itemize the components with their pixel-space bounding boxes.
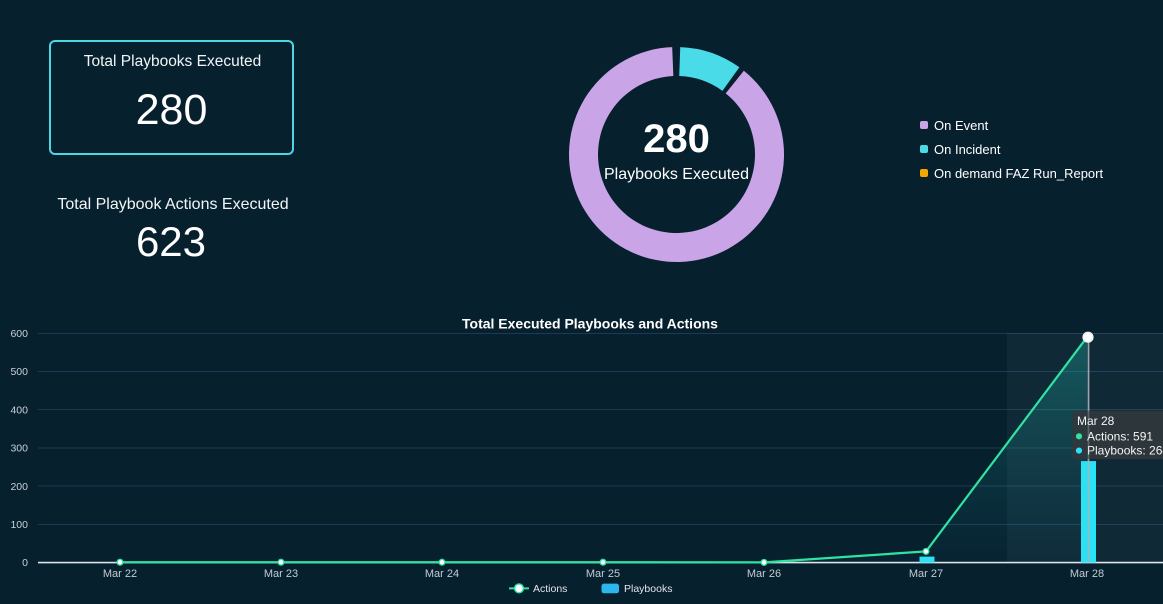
svg-text:Total Executed Playbooks and A: Total Executed Playbooks and Actions [462, 316, 718, 332]
svg-text:Mar 23: Mar 23 [264, 568, 298, 580]
svg-text:Mar 26: Mar 26 [747, 568, 781, 580]
svg-text:600: 600 [10, 328, 28, 340]
svg-text:Mar 22: Mar 22 [103, 568, 137, 580]
svg-text:400: 400 [10, 405, 28, 417]
svg-text:500: 500 [10, 366, 28, 378]
svg-text:Actions: Actions [533, 583, 567, 595]
svg-text:0: 0 [22, 557, 28, 569]
svg-text:200: 200 [10, 481, 28, 493]
svg-text:Mar 28: Mar 28 [1077, 414, 1115, 428]
svg-text:Playbooks: Playbooks [624, 583, 672, 595]
svg-text:300: 300 [10, 443, 28, 455]
svg-text:Mar 27: Mar 27 [909, 568, 943, 580]
svg-text:Mar 28: Mar 28 [1070, 568, 1104, 580]
svg-text:Mar 24: Mar 24 [425, 568, 459, 580]
svg-text:Actions: 591: Actions: 591 [1087, 429, 1153, 443]
svg-text:100: 100 [10, 519, 28, 531]
svg-text:Playbooks: 264: Playbooks: 264 [1087, 444, 1163, 458]
svg-text:Mar 25: Mar 25 [586, 568, 620, 580]
